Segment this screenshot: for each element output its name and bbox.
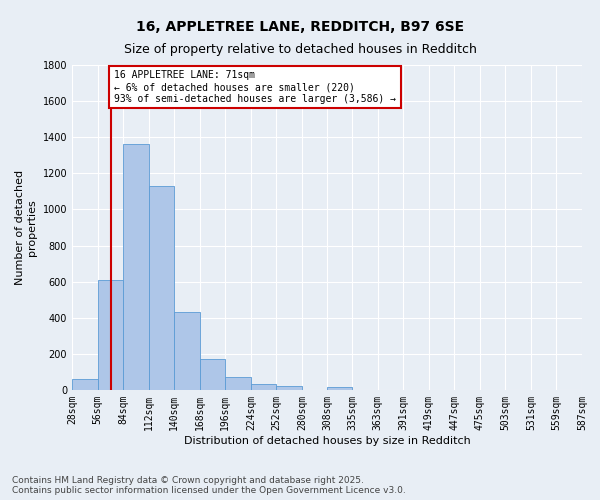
Bar xyxy=(123,144,149,390)
Text: Contains HM Land Registry data © Crown copyright and database right 2025.
Contai: Contains HM Land Registry data © Crown c… xyxy=(12,476,406,495)
Text: Size of property relative to detached houses in Redditch: Size of property relative to detached ho… xyxy=(124,42,476,56)
Text: 16 APPLETREE LANE: 71sqm
← 6% of detached houses are smaller (220)
93% of semi-d: 16 APPLETREE LANE: 71sqm ← 6% of detache… xyxy=(114,70,396,104)
Bar xyxy=(251,384,277,390)
X-axis label: Distribution of detached houses by size in Redditch: Distribution of detached houses by size … xyxy=(184,436,470,446)
Bar xyxy=(98,280,123,390)
Text: 16, APPLETREE LANE, REDDITCH, B97 6SE: 16, APPLETREE LANE, REDDITCH, B97 6SE xyxy=(136,20,464,34)
Bar xyxy=(174,312,200,390)
Bar xyxy=(200,360,225,390)
Bar xyxy=(328,388,352,390)
Bar xyxy=(277,386,302,390)
Bar xyxy=(225,378,251,390)
Y-axis label: Number of detached
properties: Number of detached properties xyxy=(16,170,37,285)
Bar xyxy=(72,379,98,390)
Bar xyxy=(149,186,174,390)
